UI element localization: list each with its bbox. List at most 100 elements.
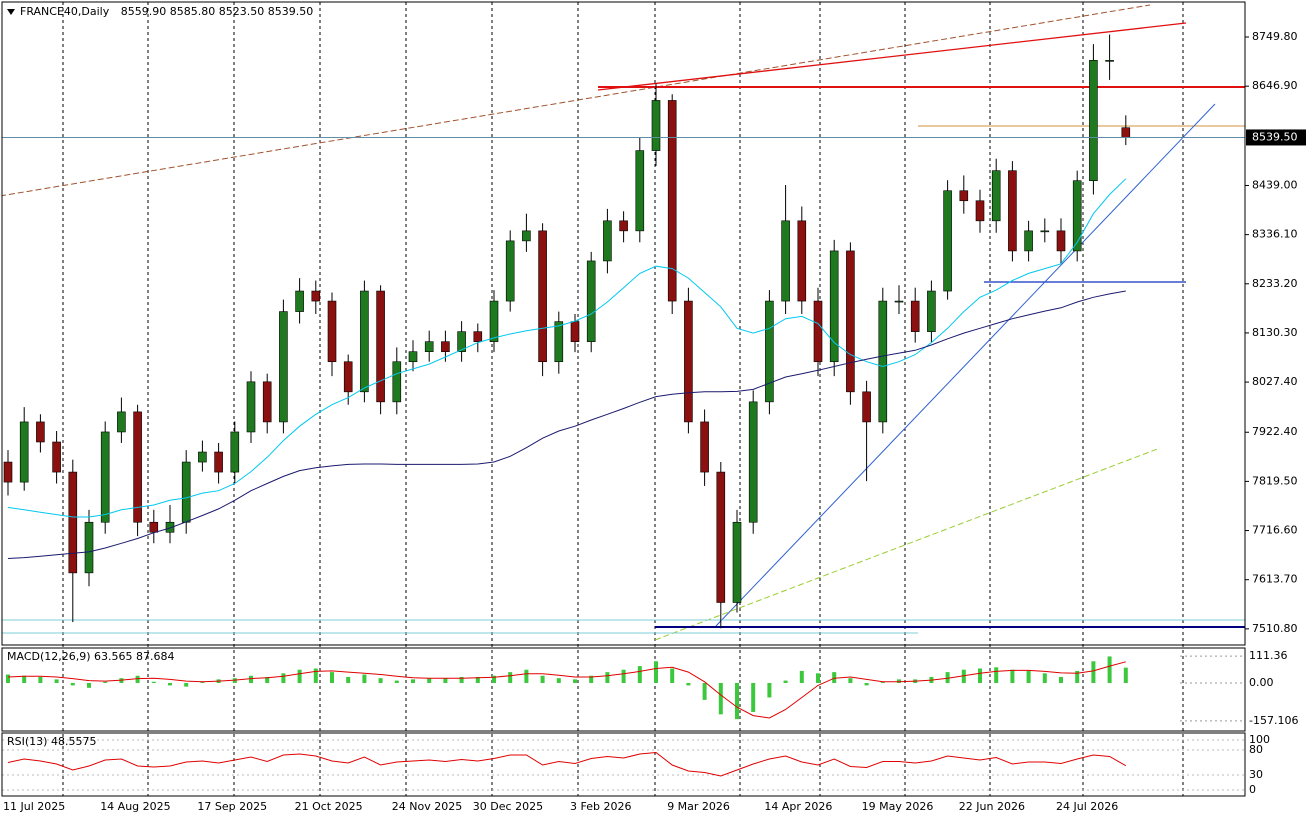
y-tick-label: 7922.40 [1252,425,1298,438]
candle-body [813,300,823,363]
candle-body [635,150,645,232]
macd-bar [362,674,367,683]
candle-body [376,290,385,403]
macd-bar [880,681,885,683]
macd-bar [864,682,869,686]
ohlc-value: 8523.50 [219,5,265,18]
macd-bar [168,682,172,686]
candle-body [700,421,709,473]
x-tick-label: 3 Feb 2026 [570,800,631,813]
candle-body [311,290,321,302]
macd-bar [135,675,140,683]
trend-line [654,447,1161,641]
candle-body [52,441,61,473]
candle-body [214,451,223,473]
macd-bar [832,672,837,683]
macd-bar [265,676,270,683]
candle-body [1121,127,1131,138]
candle-body [603,220,612,262]
macd-bar [735,682,739,720]
x-tick-label: 22 Jun 2026 [959,800,1025,813]
trend-line [597,22,1187,91]
macd-bar [556,678,561,683]
macd-bar [411,679,415,683]
x-tick-label: 11 Jul 2025 [3,800,65,813]
macd-bar [1026,670,1031,683]
x-tick-label: 24 Jul 2026 [1056,800,1118,813]
y-tick-label: 8439.00 [1252,178,1298,191]
y-tick-label: 8749.80 [1252,30,1298,43]
candle-body [522,230,531,242]
candle-body [424,341,434,353]
x-tick-label: 14 Aug 2025 [100,800,170,813]
symbol: FRANCE40,Daily [20,5,110,18]
candle-body [3,461,13,483]
macd-bar [670,668,675,683]
candle-body [149,521,159,533]
y-tick-label: 7716.60 [1252,524,1298,537]
rsi-tick-label: 30 [1249,768,1263,781]
macd-title: MACD(12,26,9) [7,650,91,663]
y-tick-label: 7510.80 [1252,622,1298,635]
candle-body [392,361,402,403]
candle-body [1056,230,1066,252]
macd-bar [783,680,788,683]
macd-bar [70,682,75,686]
candle-body [765,300,774,403]
signal-value: 87.684 [136,650,175,663]
rsi-line [7,751,1127,777]
candle-body [651,100,661,151]
macd-bar [443,678,448,683]
x-tick-label: 14 Apr 2026 [764,800,832,813]
macd-bar [200,681,205,683]
candle-body [1089,60,1098,181]
macd-frame [1,647,1246,732]
macd-bar [103,681,108,683]
macd-header: MACD(12,26,9) 63.565 87.684 [7,650,175,663]
macd-bar [751,682,756,712]
y-tick-label: 8336.10 [1252,228,1298,241]
macd-bar [87,682,91,688]
candle-body [100,431,110,523]
macd-bar [151,681,156,683]
rsi-header: RSI(13) 48.5575 [7,735,96,748]
candle-body [554,321,564,363]
macd-bar [589,675,594,683]
macd-bar [427,678,432,683]
ohlc-value: 8585.80 [170,5,216,18]
last-price-label: 8539.50 [1252,130,1298,143]
candle-body [716,471,726,603]
moving-average [7,290,1126,559]
candle-body [1040,230,1050,233]
y-tick-label: 8130.30 [1252,326,1298,339]
x-tick-label: 9 Mar 2026 [667,800,730,813]
macd-bar [1075,670,1080,683]
candle-body [862,391,871,423]
macd-bar [346,676,351,683]
trend-line [715,103,1216,627]
y-tick-label: 8233.20 [1252,277,1298,290]
candle-body [1105,60,1114,62]
candle-body [165,521,175,533]
macd-bar [994,667,999,683]
macd-bar [702,682,707,700]
candle-body [991,170,1001,222]
candle-body [408,351,418,363]
candle-body [586,260,596,342]
x-tick-label: 19 May 2026 [862,800,934,813]
macd-bar [394,680,399,683]
macd-bar [6,674,10,683]
macd-bar [654,661,658,683]
candle-body [1008,170,1017,252]
candle-body [295,290,304,312]
rsi-tick-label: 0 [1249,783,1256,796]
candle-body [959,190,969,202]
macd-bar [38,676,43,683]
candle-body [279,311,288,423]
macd-bar [492,675,496,683]
collapse-icon[interactable] [7,9,15,15]
macd-bar [1010,669,1015,683]
macd-bar [54,679,59,683]
macd-bar [313,668,318,683]
macd-bar [1042,673,1047,683]
